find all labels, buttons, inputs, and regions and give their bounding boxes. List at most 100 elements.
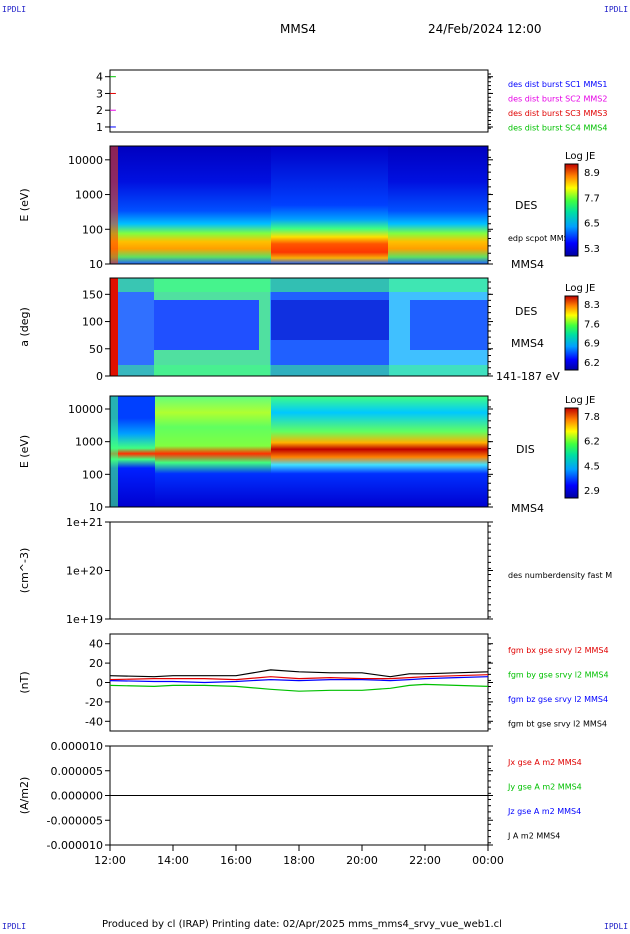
- spacecraft-label: MMS4: [511, 258, 544, 271]
- corner-label-top-left: IPDLI: [2, 5, 27, 14]
- colorbar-title: Log JE: [565, 395, 595, 406]
- x-tick-label: 12:00: [94, 854, 126, 867]
- datetime-title: 24/Feb/2024 12:00: [428, 22, 542, 36]
- colorbar-tick: 5.3: [584, 244, 600, 255]
- y-tick-label: 2: [96, 104, 103, 117]
- colorbar-tick: 6.2: [584, 437, 600, 448]
- y-axis-label: E (eV): [18, 188, 31, 221]
- instrument-label: DES: [515, 305, 537, 318]
- x-tick-label: 20:00: [346, 854, 378, 867]
- spacecraft-title: MMS4: [280, 22, 316, 36]
- y-tick-label: -40: [85, 715, 103, 728]
- corner-label-top-right: IPDLI: [604, 5, 629, 14]
- legend-entry: Jz gse A m2 MMS4: [507, 807, 581, 816]
- colorbar-tick: 6.2: [584, 358, 600, 369]
- y-tick-label: 0.000005: [51, 765, 104, 778]
- y-tick-label: 0: [96, 370, 103, 383]
- spacecraft-label: MMS4: [511, 502, 544, 515]
- y-axis-label: (A/m2): [18, 777, 31, 815]
- y-tick-label: 100: [82, 223, 103, 236]
- y-tick-label: 3: [96, 87, 103, 100]
- y-tick-label: -20: [85, 696, 103, 709]
- burst-panel: 1 2 3 4 des dist burst SC1 MMS1 des dist bur…: [96, 69, 607, 134]
- y-axis-label: a (deg): [18, 307, 31, 347]
- legend-entry: des dist burst SC2 MMS2: [508, 95, 607, 104]
- colorbars: Log JE 8.9 7.7 6.5 5.3 Log JE 8.3 7.6 6.9 6.2 Log …: [564, 151, 600, 499]
- y-tick-label: 10000: [68, 403, 103, 416]
- instrument-label: DIS: [516, 443, 535, 456]
- colorbar-tick: 4.5: [584, 461, 600, 472]
- colorbar-tick: 6.5: [584, 219, 600, 230]
- y-tick-label: 0: [96, 677, 103, 690]
- y-tick-label: 1e+19: [66, 613, 103, 626]
- y-tick-label: 1: [96, 121, 103, 134]
- series-bt: [109, 669, 489, 678]
- legend-entry: fgm bt gse srvy l2 MMS4: [508, 720, 607, 729]
- y-tick-label: 10000: [68, 154, 103, 167]
- colorbar-tick: 7.6: [584, 319, 600, 330]
- time-axis: 12:00 14:00 16:00 18:00 20:00 22:00 00:00: [94, 845, 504, 867]
- y-axis-label: (cm^-3): [18, 548, 31, 594]
- legend-entry: des numberdensity fast M: [508, 571, 612, 580]
- y-tick-label: -0.000010: [47, 839, 103, 852]
- legend-entry: fgm bx gse srvy l2 MMS4: [508, 646, 609, 655]
- y-tick-label: 100: [82, 468, 103, 481]
- legend-entry: fgm by gse srvy l2 MMS4: [508, 671, 609, 680]
- spacecraft-label: MMS4: [511, 337, 544, 350]
- colorbar-tick: 7.8: [584, 412, 600, 423]
- corner-label-bottom-right: IPDLI: [604, 922, 629, 931]
- x-tick-label: 18:00: [283, 854, 315, 867]
- des-energy-panel: 10 100 1000 10000 E (eV) DES edp scpot MMS4 MM…: [18, 145, 574, 271]
- y-tick-label: 1000: [75, 436, 103, 449]
- colorbar-title: Log JE: [565, 151, 595, 162]
- bfield-panel: 40 20 0 -20 -40 (nT) fgm bx gse srvy l2 MMS4 f…: [18, 633, 609, 732]
- y-tick-label: 1e+21: [66, 516, 103, 529]
- instrument-label: DES: [515, 199, 537, 212]
- legend-entry: des dist burst SC4 MMS4: [508, 124, 607, 133]
- colorbar: [564, 295, 579, 371]
- y-tick-label: 50: [89, 343, 103, 356]
- y-axis-label: (nT): [18, 671, 31, 693]
- x-tick-label: 16:00: [220, 854, 252, 867]
- y-tick-label: 4: [96, 71, 103, 84]
- colorbar-tick: 7.7: [584, 193, 600, 204]
- y-tick-label: 10: [89, 501, 103, 514]
- legend-entry: Jx gse A m2 MMS4: [507, 758, 582, 767]
- legend-entry: fgm bz gse srvy l2 MMS4: [508, 695, 608, 704]
- y-tick-label: 40: [89, 638, 103, 651]
- legend-entry: des dist burst SC3 MMS3: [508, 109, 607, 118]
- y-tick-label: 1e+20: [66, 565, 103, 578]
- y-tick-label: 10: [89, 258, 103, 271]
- footer-text: Produced by cl (IRAP) Printing date: 02/…: [102, 919, 502, 930]
- y-tick-label: 100: [82, 316, 103, 329]
- dis-energy-panel: 10 100 1000 10000 E (eV) DIS MMS4: [18, 395, 544, 515]
- colorbar-tick: 6.9: [584, 339, 600, 350]
- x-tick-label: 22:00: [409, 854, 441, 867]
- colorbar: [564, 407, 579, 499]
- corner-label-bottom-left: IPDLI: [2, 922, 27, 931]
- y-tick-label: 1000: [75, 189, 103, 202]
- y-axis-label: E (eV): [18, 435, 31, 468]
- des-pitch-panel: 0 50 100 150 a (deg) DES MMS4 141-187 eV: [18, 277, 560, 383]
- series-by: [109, 683, 489, 692]
- energy-range-label: 141-187 eV: [496, 370, 560, 383]
- y-tick-label: 0.000010: [51, 740, 104, 753]
- y-tick-label: 20: [89, 657, 103, 670]
- y-tick-label: 0.000000: [51, 790, 104, 803]
- colorbar-title: Log JE: [565, 283, 595, 294]
- colorbar-tick: 8.9: [584, 168, 600, 179]
- y-tick-label: 150: [82, 288, 103, 301]
- colorbar: [564, 163, 579, 257]
- legend-entry: Jy gse A m2 MMS4: [507, 783, 582, 792]
- density-panel: 1e+21 1e+20 1e+19 (cm^-3) des numberdensity…: [18, 516, 612, 626]
- current-panel: 0.000010 0.000005 0.000000 -0.000005 -0.0000…: [18, 740, 582, 852]
- y-tick-label: -0.000005: [47, 814, 103, 827]
- colorbar-tick: 2.9: [584, 486, 600, 497]
- series-bz: [109, 676, 489, 684]
- overlay-label: edp scpot MMS4: [508, 234, 574, 243]
- legend-entry: J A m2 MMS4: [507, 832, 560, 841]
- x-tick-label: 14:00: [157, 854, 189, 867]
- x-tick-label: 00:00: [472, 854, 504, 867]
- series-bx: [109, 674, 489, 681]
